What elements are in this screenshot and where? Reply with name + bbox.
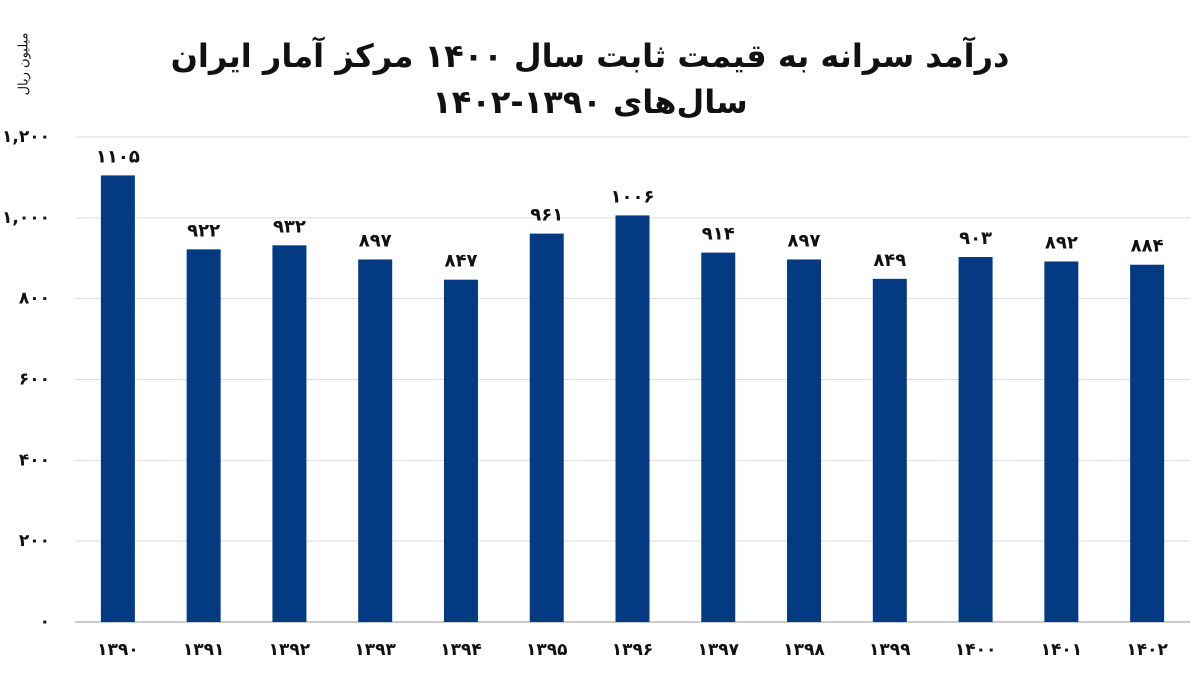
x-tick-label: ۱۳۹۴ [440, 640, 482, 660]
data-label: ۹۲۲ [187, 220, 220, 241]
x-tick-label: ۱۳۹۸ [783, 640, 825, 660]
y-tick-label: ۱,۰۰۰ [2, 208, 50, 228]
x-tick-label: ۱۳۹۱ [183, 640, 225, 660]
data-label: ۹۶۱ [530, 205, 563, 226]
bar [186, 249, 221, 622]
data-label: ۸۹۲ [1045, 232, 1078, 253]
data-label: ۸۴۹ [873, 250, 906, 271]
x-tick-label: ۱۴۰۱ [1041, 640, 1083, 660]
data-label: ۸۹۷ [788, 230, 821, 251]
data-label: ۹۳۲ [273, 216, 306, 237]
data-label: ۹۰۳ [959, 228, 992, 249]
data-label: ۱۰۰۶ [611, 186, 655, 207]
x-tick-label: ۱۳۹۵ [526, 640, 568, 660]
bar [1130, 264, 1165, 622]
x-tick-label: ۱۳۹۲ [269, 640, 311, 660]
x-tick-label: ۱۳۹۶ [612, 640, 654, 660]
data-label: ۱۱۰۵ [96, 146, 140, 167]
x-tick-label: ۱۳۹۹ [869, 640, 911, 660]
x-tick-label: ۱۴۰۰ [955, 640, 997, 660]
bar [272, 245, 307, 623]
data-label: ۸۸۴ [1131, 236, 1164, 257]
bar [872, 278, 907, 622]
chart-subtitle: سال‌های ۱۳۹۰-۱۴۰۲ [432, 83, 747, 121]
x-tick-label: ۱۳۹۷ [698, 640, 740, 660]
x-tick-label: ۱۳۹۳ [354, 640, 396, 660]
data-label: ۹۱۴ [702, 224, 735, 245]
bar [701, 252, 736, 622]
data-label: ۸۹۷ [359, 230, 392, 251]
y-tick-label: ۸۰۰ [19, 289, 50, 309]
data-label: ۸۴۷ [444, 251, 477, 272]
bar [358, 259, 393, 622]
bar [443, 279, 478, 622]
y-axis-label: میلیون ریال [17, 33, 32, 96]
bar [958, 257, 993, 622]
bar [529, 233, 564, 623]
y-tick-label: ۰ [40, 612, 50, 632]
bar [100, 175, 135, 623]
y-tick-label: ۱,۲۰۰ [2, 127, 50, 147]
y-tick-label: ۶۰۰ [19, 370, 50, 390]
bar [787, 259, 822, 622]
bar [1044, 261, 1079, 622]
y-tick-label: ۴۰۰ [19, 450, 50, 470]
chart-title: درآمد سرانه به قیمت ثابت سال ۱۴۰۰ مرکز آ… [171, 36, 1010, 75]
x-tick-label: ۱۳۹۰ [97, 640, 139, 660]
y-tick-label: ۲۰۰ [19, 531, 50, 551]
x-tick-label: ۱۴۰۲ [1126, 640, 1168, 660]
bar [615, 215, 650, 623]
